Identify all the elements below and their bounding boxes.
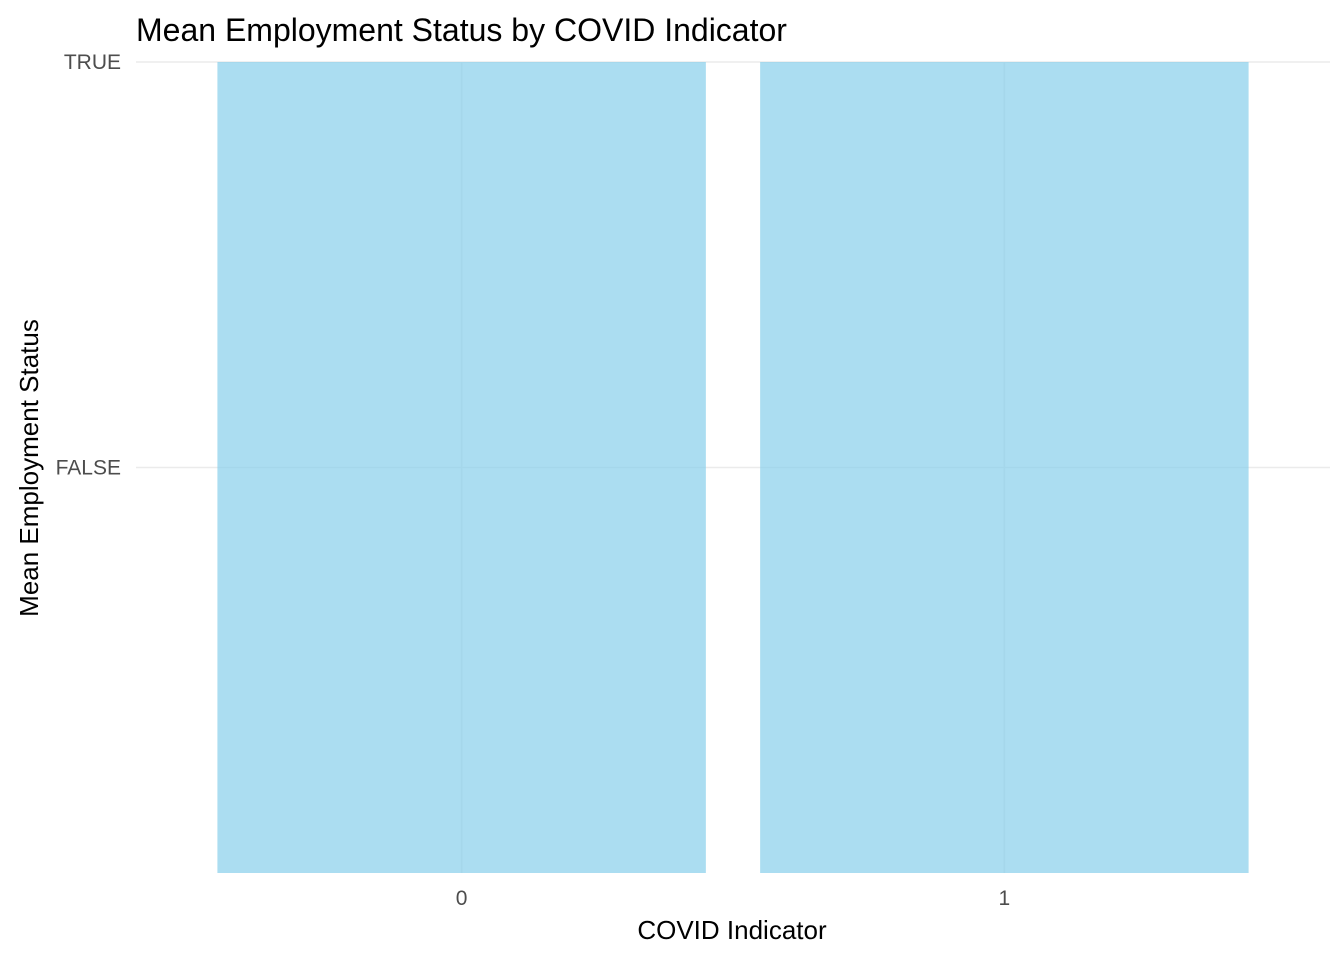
bar-1 (760, 62, 1249, 873)
x-axis-title: COVID Indicator (637, 915, 827, 945)
chart-title: Mean Employment Status by COVID Indicato… (136, 12, 787, 48)
tick-layer: FALSE TRUE 0 1 (56, 51, 1011, 910)
y-tick-label: FALSE (56, 457, 121, 480)
x-tick-label: 1 (999, 887, 1011, 910)
y-tick-label: TRUE (64, 51, 121, 74)
x-tick-label: 0 (456, 887, 468, 910)
bar-layer (217, 62, 1249, 873)
bar-0 (217, 62, 706, 873)
y-axis-title: Mean Employment Status (14, 319, 44, 617)
